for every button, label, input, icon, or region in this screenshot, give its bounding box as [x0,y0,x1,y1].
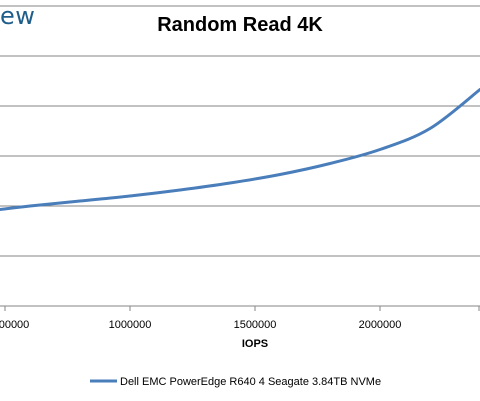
chart-title: Random Read 4K [157,14,323,36]
x-tick-label: 1500000 [234,319,277,331]
series-line [0,88,480,211]
legend: Dell EMC PowerEdge R640 4 Seagate 3.84TB… [90,376,381,388]
x-tick-label: 1000000 [109,319,152,331]
legend-label: Dell EMC PowerEdge R640 4 Seagate 3.84TB… [120,376,381,388]
brand-logo-fragment: ew [0,2,36,30]
x-tick-label: 2000000 [359,319,402,331]
x-axis-tick-labels: 00000 1000000 1500000 2000000 [0,319,401,331]
gridlines [0,5,480,257]
x-axis-ticks [4,306,480,311]
x-tick-label: 00000 [0,319,29,331]
x-axis-title: IOPS [242,338,268,350]
